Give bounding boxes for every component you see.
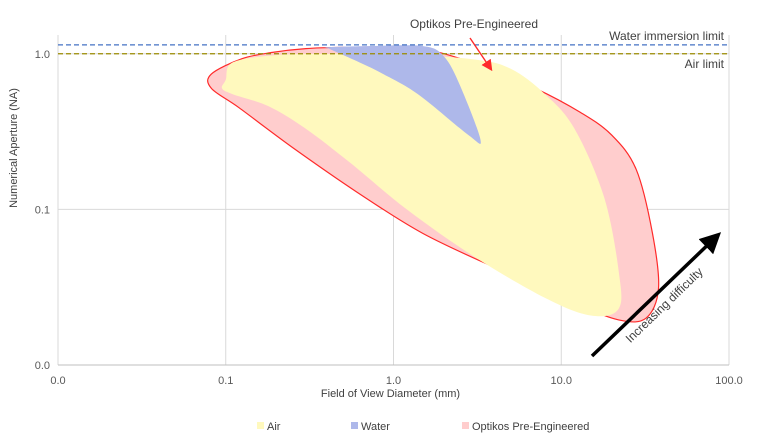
legend-air-label: Air [267,421,281,433]
reference-lines: Water immersion limit Air limit [58,29,729,71]
legend-water-label: Water [361,421,390,433]
y-tick-label-1: 0.1 [35,204,50,216]
legend: Air Water Optikos Pre-Engineered [257,421,589,433]
water_immersion-limit-label: Water immersion limit [609,29,725,43]
optikos-arrow [469,37,493,72]
difficulty-arrow [590,232,722,358]
legend-air-swatch [257,422,264,429]
legend-water-swatch [351,422,358,429]
x-axis-title: Field of View Diameter (mm) [321,388,460,400]
x-tick-label-1: 0.1 [218,375,233,387]
y-tick-label-2: 1.0 [35,49,50,61]
optikos-label-text: Optikos Pre-Engineered [410,17,538,31]
x-tick-label-4: 100.0 [715,375,743,387]
x-tick-label-2: 1.0 [386,375,401,387]
air-limit-label: Air limit [685,57,725,71]
water-region [323,45,481,144]
legend-optikos-swatch [462,422,469,429]
x-tick-label-3: 10.0 [551,375,572,387]
series-layer [207,45,660,323]
y-tick-label-0: 0.0 [35,360,50,372]
legend-optikos-label: Optikos Pre-Engineered [472,421,589,433]
y-axis-title: Numerical Aperture (NA) [8,88,20,208]
air-region [221,53,622,317]
x-tick-label-0: 0.0 [50,375,65,387]
